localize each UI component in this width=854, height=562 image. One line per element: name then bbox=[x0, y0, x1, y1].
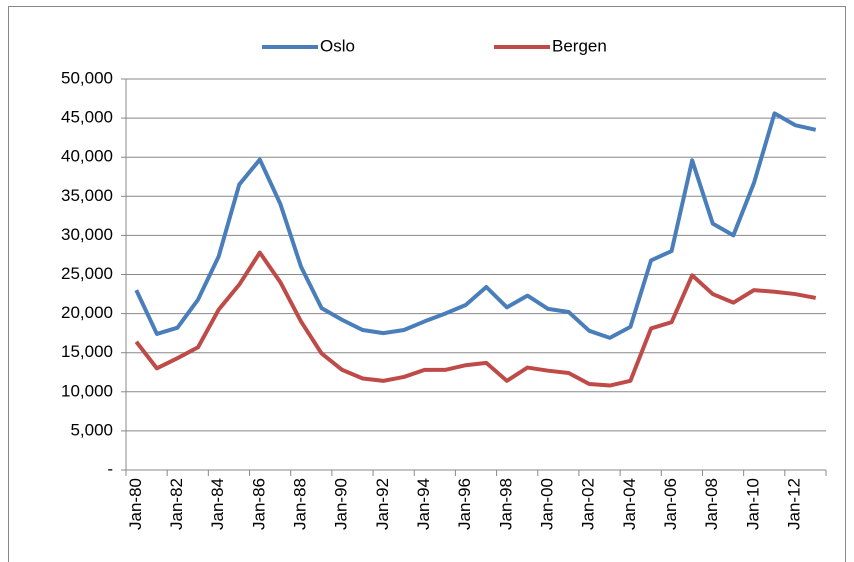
line-series bbox=[134, 250, 817, 388]
y-tick-label: 35,000 bbox=[61, 186, 113, 205]
y-tick-label: 20,000 bbox=[61, 303, 113, 322]
x-tick-label: Jan-96 bbox=[455, 478, 474, 530]
chart-border bbox=[8, 6, 846, 562]
x-tick-label: Jan-82 bbox=[167, 478, 186, 530]
x-tick-label: Jan-80 bbox=[126, 478, 145, 530]
legend-label: Bergen bbox=[552, 36, 607, 55]
y-tick-label: - bbox=[107, 459, 113, 478]
x-tick-label: Jan-04 bbox=[620, 478, 639, 530]
legend-label: Oslo bbox=[320, 36, 355, 55]
y-tick-label: 10,000 bbox=[61, 381, 113, 400]
x-tick-label: Jan-90 bbox=[332, 478, 351, 530]
line-series bbox=[134, 111, 817, 340]
x-tick-label: Jan-98 bbox=[496, 478, 515, 530]
x-tick-label: Jan-84 bbox=[208, 478, 227, 530]
x-tick-label: Jan-88 bbox=[290, 478, 309, 530]
x-tick-label: Jan-08 bbox=[702, 478, 721, 530]
y-tick-label: 30,000 bbox=[61, 225, 113, 244]
x-tick-label: Jan-06 bbox=[661, 478, 680, 530]
y-tick-label: 15,000 bbox=[61, 342, 113, 361]
x-tick-label: Jan-94 bbox=[414, 478, 433, 530]
x-tick-label: Jan-86 bbox=[249, 478, 268, 530]
y-tick-label: 5,000 bbox=[70, 420, 113, 439]
x-tick-label: Jan-02 bbox=[579, 478, 598, 530]
x-tick-label: Jan-12 bbox=[785, 478, 804, 530]
y-tick-label: 40,000 bbox=[61, 147, 113, 166]
x-tick-label: Jan-92 bbox=[373, 478, 392, 530]
y-tick-label: 50,000 bbox=[61, 68, 113, 87]
y-tick-label: 45,000 bbox=[61, 108, 113, 127]
x-tick-label: Jan-10 bbox=[743, 478, 762, 530]
y-tick-label: 25,000 bbox=[61, 264, 113, 283]
x-tick-label: Jan-00 bbox=[538, 478, 557, 530]
